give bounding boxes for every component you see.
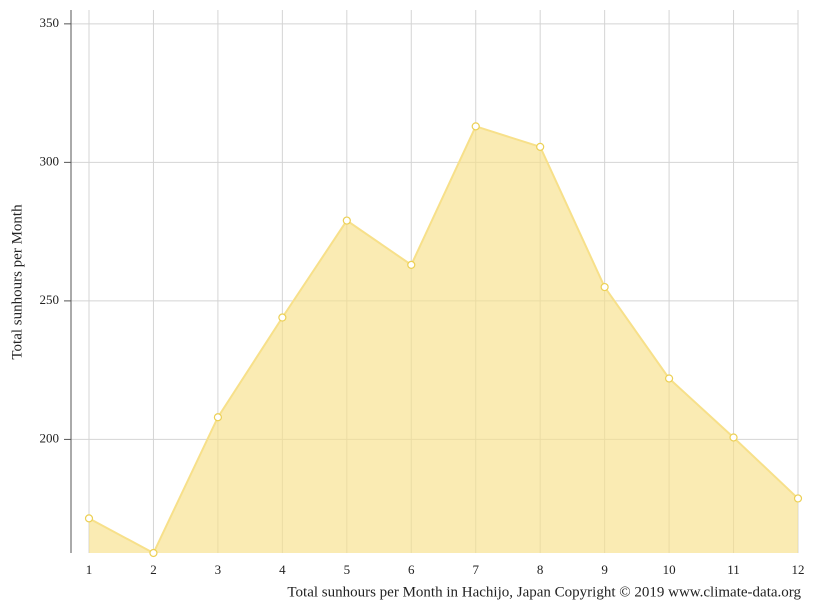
y-tick-label: 300: [40, 153, 60, 168]
line: [88, 125, 799, 555]
point: [84, 514, 94, 523]
y-tick-label: 200: [40, 430, 60, 445]
point: [471, 122, 480, 131]
chart-title: Total sunhours per Month in Hachijo, Jap…: [287, 584, 801, 600]
point: [278, 313, 287, 322]
x-tick-label: 10: [663, 562, 676, 577]
point: [213, 413, 223, 422]
point: [664, 374, 674, 383]
x-tick-label: 6: [408, 562, 415, 577]
point: [793, 494, 803, 503]
area: [89, 126, 798, 553]
point: [729, 433, 738, 442]
x-tick-label: 7: [472, 562, 479, 577]
x-tick-label: 5: [344, 562, 351, 577]
x-tick-label: 12: [792, 562, 805, 577]
x-tick-label: 1: [86, 562, 93, 577]
point: [536, 142, 545, 151]
y-axis-label: Total sunhours per Month: [9, 204, 25, 360]
x-tick-label: 11: [727, 562, 740, 577]
x-tick-label: 2: [150, 562, 157, 577]
x-tick-label: 4: [279, 562, 286, 577]
y-tick-label: 350: [40, 15, 60, 30]
x-tick-label: 3: [215, 562, 222, 577]
point: [600, 282, 609, 292]
point: [407, 260, 416, 269]
point: [342, 216, 351, 225]
y-tick-label: 250: [40, 292, 60, 307]
x-tick-label: 9: [601, 562, 608, 577]
x-tick-label: 8: [537, 562, 544, 577]
point: [149, 548, 158, 558]
